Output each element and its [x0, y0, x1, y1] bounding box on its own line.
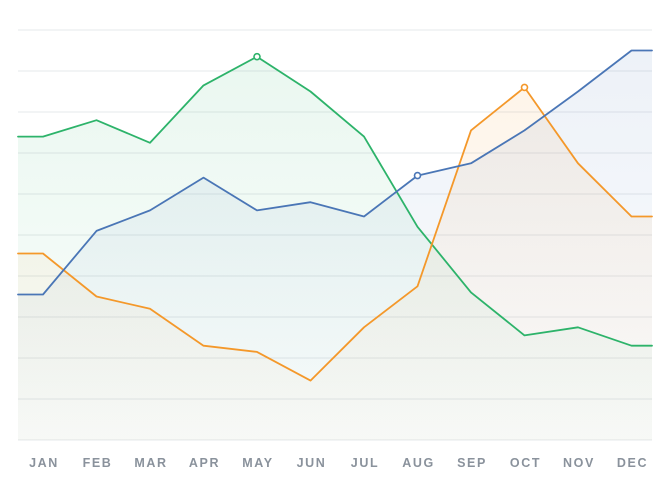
- x-tick-label: NOV: [563, 456, 595, 470]
- series-lines: [17, 49, 653, 382]
- x-tick-label: OCT: [510, 456, 541, 470]
- x-tick-label: AUG: [402, 456, 435, 470]
- x-tick-label: DEC: [617, 456, 648, 470]
- series-line: [17, 55, 653, 347]
- x-axis: JAN FEB MAR APR MAY JUN JUL AUG SEP OCT NOV DEC: [29, 456, 648, 470]
- highlight-marker: [253, 52, 261, 61]
- series-line: [17, 86, 653, 382]
- highlight-marker: [413, 171, 422, 180]
- x-tick-label: MAY: [242, 456, 273, 470]
- series-area: [18, 50, 652, 440]
- x-tick-label: APR: [189, 456, 220, 470]
- highlight-marker: [520, 83, 529, 92]
- x-tick-label: FEB: [83, 456, 113, 470]
- x-tick-label: MAR: [134, 456, 167, 470]
- series-markers: [253, 52, 529, 180]
- series-areas: [18, 50, 652, 441]
- x-tick-label: JUL: [351, 456, 379, 470]
- x-tick-label: JUN: [297, 456, 327, 470]
- series-line: [17, 49, 653, 296]
- x-tick-label: SEP: [457, 456, 487, 470]
- x-tick-label: JAN: [29, 456, 59, 470]
